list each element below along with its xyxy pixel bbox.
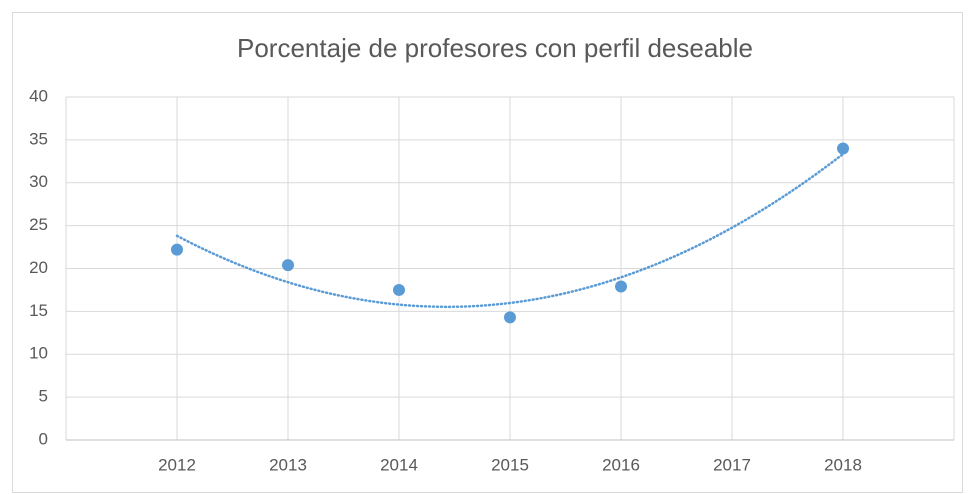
- data-point: [282, 259, 294, 272]
- y-tick-label: 0: [39, 429, 48, 448]
- x-tick-label: 2016: [602, 455, 640, 474]
- chart-frame: [12, 12, 963, 493]
- x-tick-label: 2018: [824, 455, 862, 474]
- y-tick-label: 35: [29, 129, 48, 148]
- y-tick-label: 40: [29, 86, 48, 105]
- y-tick-label: 10: [29, 344, 48, 363]
- data-point: [504, 311, 516, 324]
- x-tick-label: 2014: [380, 455, 418, 474]
- x-tick-label: 2017: [713, 455, 751, 474]
- y-tick-label: 30: [29, 172, 48, 191]
- x-tick-label: 2013: [269, 455, 307, 474]
- data-point: [393, 283, 405, 296]
- y-tick-label: 20: [29, 258, 48, 277]
- y-tick-label: 15: [29, 301, 48, 320]
- x-tick-label: 2015: [491, 455, 529, 474]
- y-tick-label: 25: [29, 215, 48, 234]
- data-point: [615, 280, 627, 293]
- y-tick-label: 5: [39, 387, 48, 406]
- data-point: [171, 243, 183, 256]
- data-point: [837, 142, 849, 155]
- x-tick-label: 2012: [158, 455, 196, 474]
- chart-title: Porcentaje de profesores con perfil dese…: [237, 33, 753, 63]
- trendline: [175, 152, 845, 309]
